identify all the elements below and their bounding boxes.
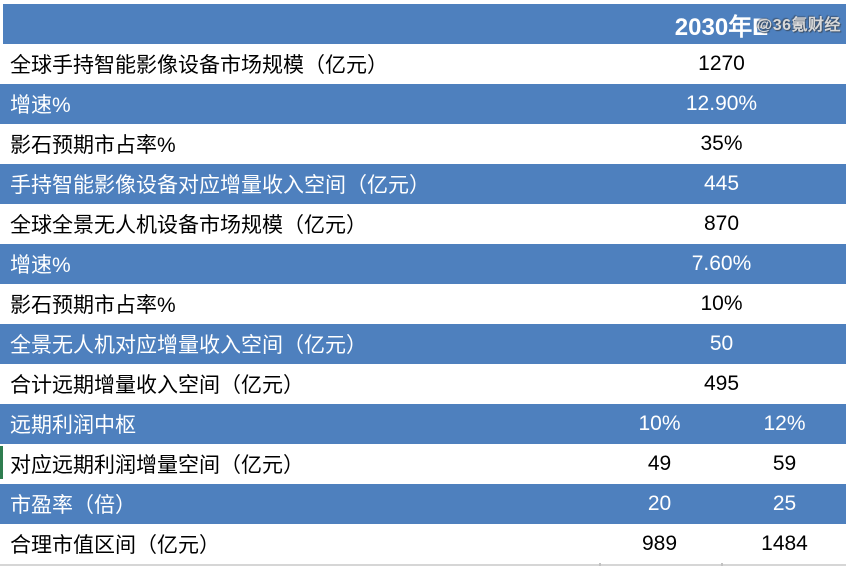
row-value: 20: [647, 492, 672, 515]
header-year-cell: 2030年E: [674, 13, 769, 41]
table-row: 影石预期市占率% 35%: [0, 124, 846, 164]
table-row: 合计远期增量收入空间（亿元） 495: [0, 364, 846, 404]
table-bottom-gridline: [0, 563, 846, 566]
row-label: 手持智能影像设备对应增量收入空间（亿元）: [10, 174, 430, 197]
row-value: 495: [703, 372, 740, 395]
row-label: 影石预期市占率%: [10, 134, 176, 157]
row-label: 全球全景无人机设备市场规模（亿元）: [10, 214, 367, 237]
row-label: 远期利润中枢: [10, 414, 136, 437]
row-label: 合理市值区间（亿元）: [10, 534, 220, 557]
row-label: 全景无人机对应增量收入空间（亿元）: [10, 334, 367, 357]
gridline-tick: [599, 563, 601, 566]
row-label: 市盈率（倍）: [10, 494, 136, 517]
table-row: 增速% 7.60%: [0, 244, 846, 284]
market-valuation-table: 2030年E 全球手持智能影像设备市场规模（亿元） 1270 增速% 12.90% 影石预…: [0, 4, 846, 564]
row-value: 7.60%: [691, 252, 752, 275]
row-value: 25: [772, 492, 797, 515]
row-value: 50: [709, 332, 734, 355]
row-label: 影石预期市占率%: [10, 294, 176, 317]
table-row: 影石预期市占率% 10%: [0, 284, 846, 324]
row-value: 445: [703, 172, 740, 195]
row-value: 12%: [763, 412, 806, 435]
row-label: 合计远期增量收入空间（亿元）: [10, 374, 304, 397]
row-label: 增速%: [10, 94, 71, 117]
row-value: 10%: [638, 412, 681, 435]
row-value: 49: [647, 452, 672, 475]
row-value: 989: [641, 532, 678, 555]
watermark-36kr-finance: @36氪财经: [756, 17, 841, 34]
table-row: 全球全景无人机设备市场规模（亿元） 870: [0, 204, 846, 244]
table-row: 手持智能影像设备对应增量收入空间（亿元） 445: [0, 164, 846, 204]
table-row: 全球手持智能影像设备市场规模（亿元） 1270: [0, 44, 846, 84]
table-row: 对应远期利润增量空间（亿元） 49 59: [0, 444, 846, 484]
row-label: 全球手持智能影像设备市场规模（亿元）: [10, 54, 388, 77]
table-row: 市盈率（倍） 20 25: [0, 484, 846, 524]
row-value: 35%: [700, 132, 743, 155]
table-row: 增速% 12.90%: [0, 84, 846, 124]
table-row: 全景无人机对应增量收入空间（亿元） 50: [0, 324, 846, 364]
row-label: 对应远期利润增量空间（亿元）: [10, 454, 304, 477]
row-label: 增速%: [10, 254, 71, 277]
row-value: 1484: [761, 532, 808, 555]
table-header-row: 2030年E: [0, 4, 846, 44]
gridline-tick: [721, 563, 723, 566]
row-value: 1270: [698, 52, 745, 75]
row-value: 870: [703, 212, 740, 235]
table-row: 合理市值区间（亿元） 989 1484: [0, 524, 846, 564]
table-row: 远期利润中枢 10% 12%: [0, 404, 846, 444]
row-value: 12.90%: [685, 92, 758, 115]
row-value: 10%: [700, 292, 743, 315]
row-value: 59: [772, 452, 797, 475]
